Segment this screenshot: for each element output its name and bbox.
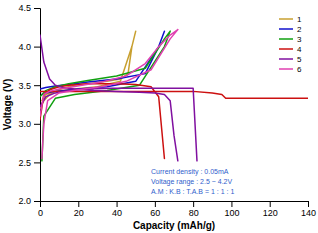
tick: 100 — [224, 201, 239, 218]
legend-item: 6 — [279, 65, 302, 74]
annotation-line: A.M : K.B : T.A.B = 1 : 1 : 1 — [151, 188, 234, 195]
tick-label: 100 — [224, 208, 239, 218]
y-axis: 2.0 2.5 3.0 3.5 4.0 4.5 — [18, 3, 40, 206]
tick-mark — [34, 162, 40, 163]
tick-label: 80 — [189, 208, 199, 218]
series-line — [40, 30, 178, 159]
chart: 0 20 40 60 80 100 120 140 2.0 2.5 3.0 3.5 4.0 4.5 Capa… — [0, 0, 318, 233]
legend-item: 5 — [279, 55, 302, 64]
legend-label: 1 — [297, 15, 302, 24]
legend-item: 3 — [279, 35, 302, 44]
annotation: Current density : 0.05mA Voltage range : … — [151, 168, 234, 195]
tick-label: 120 — [263, 208, 278, 218]
tick-mark — [34, 124, 40, 125]
legend-item: 4 — [279, 45, 302, 54]
tick-label: 60 — [150, 208, 160, 218]
legend-swatch — [279, 58, 293, 60]
y-axis-title: Voltage (V) — [2, 79, 13, 130]
tick-label: 3.5 — [18, 81, 31, 91]
annotation-line: Voltage range : 2.5 ~ 4.2V — [151, 178, 232, 186]
axis-line — [41, 202, 309, 208]
tick: 4.5 — [18, 3, 40, 13]
axis-line — [34, 9, 41, 202]
tick: 3.5 — [18, 81, 40, 91]
tick-mark — [270, 201, 271, 207]
legend-label: 2 — [297, 25, 302, 34]
tick: 3.0 — [18, 119, 40, 129]
tick: 60 — [150, 201, 160, 218]
legend-label: 4 — [297, 45, 302, 54]
tick: 4.0 — [18, 42, 40, 52]
tick-mark — [34, 8, 40, 9]
tick: 20 — [74, 201, 84, 218]
legend-swatch — [279, 48, 293, 50]
legend-swatch — [279, 18, 293, 20]
tick: 80 — [189, 201, 199, 218]
tick: 140 — [301, 201, 316, 218]
legend-label: 5 — [297, 55, 302, 64]
tick-label: 3.0 — [18, 119, 31, 129]
tick-mark — [231, 201, 232, 207]
legend-swatch — [279, 38, 293, 40]
tick-label: 2.5 — [18, 158, 31, 168]
tick-mark — [117, 201, 118, 207]
legend-item: 1 — [279, 15, 302, 24]
tick-mark — [34, 201, 40, 202]
legend-label: 3 — [297, 35, 302, 44]
x-axis: 0 20 40 60 80 100 120 140 — [38, 201, 316, 218]
legend-label: 6 — [297, 65, 302, 74]
tick-label: 4.0 — [18, 42, 31, 52]
legend-item: 2 — [279, 25, 302, 34]
tick: 40 — [112, 201, 122, 218]
tick-mark — [308, 201, 309, 207]
tick-label: 40 — [112, 208, 122, 218]
tick-mark — [155, 201, 156, 207]
annotation-line: Current density : 0.05mA — [151, 168, 229, 176]
tick-mark — [34, 85, 40, 86]
tick-label: 0 — [38, 208, 43, 218]
plot-area — [40, 30, 308, 161]
x-axis-title: Capacity (mAh/g) — [133, 220, 215, 231]
tick-label: 2.0 — [18, 196, 31, 206]
tick-label: 4.5 — [18, 3, 31, 13]
tick-mark — [78, 201, 79, 207]
tick: 2.0 — [18, 196, 40, 206]
tick: 120 — [263, 201, 278, 218]
tick-label: 20 — [74, 208, 84, 218]
tick-label: 140 — [301, 208, 316, 218]
series-line — [40, 35, 197, 161]
legend-swatch — [279, 28, 293, 30]
tick-mark — [193, 201, 194, 207]
tick: 2.5 — [18, 158, 40, 168]
legend-swatch — [279, 68, 293, 70]
series-line — [40, 31, 170, 161]
series-line — [40, 84, 308, 159]
legend: 123456 — [279, 15, 302, 74]
tick: 0 — [38, 201, 43, 218]
tick-mark — [34, 47, 40, 48]
